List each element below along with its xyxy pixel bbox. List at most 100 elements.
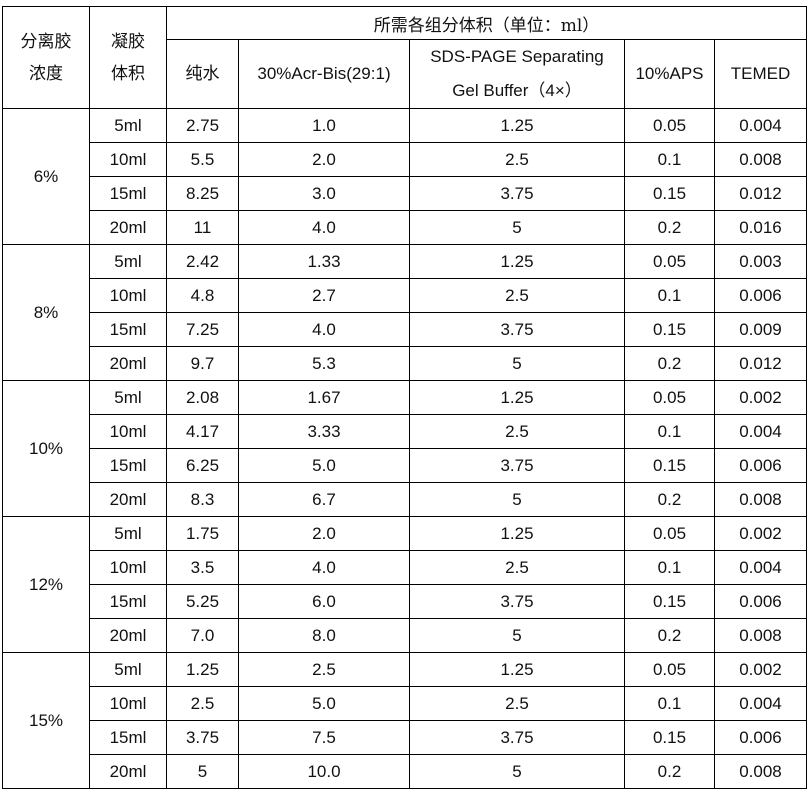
aps-cell: 0.1	[624, 278, 715, 313]
temed-cell: 0.008	[714, 142, 807, 177]
gel-volume-cell: 10ml	[89, 142, 167, 177]
header-acr-bis: 30%Acr-Bis(29:1)	[238, 39, 410, 109]
water-cell: 1.25	[166, 652, 239, 687]
acr-bis-cell: 2.7	[238, 278, 410, 313]
water-cell: 2.08	[166, 380, 239, 415]
concentration-cell: 12%	[2, 516, 90, 653]
concentration-cell: 10%	[2, 380, 90, 517]
water-cell: 8.3	[166, 482, 239, 517]
gel-volume-cell: 10ml	[89, 550, 167, 585]
acr-bis-cell: 5.0	[238, 686, 410, 721]
temed-cell: 0.008	[714, 754, 807, 789]
acr-bis-cell: 5.0	[238, 448, 410, 483]
temed-cell: 0.004	[714, 686, 807, 721]
acr-bis-cell: 7.5	[238, 720, 410, 755]
acr-bis-cell: 4.0	[238, 550, 410, 585]
table-row: 10ml 3.5 4.0 2.5 0.1 0.004	[3, 550, 807, 585]
aps-cell: 0.2	[624, 618, 715, 653]
gel-volume-cell: 5ml	[89, 108, 167, 143]
table-row: 20ml 9.7 5.3 5 0.2 0.012	[3, 346, 807, 381]
temed-cell: 0.002	[714, 380, 807, 415]
header-buffer: SDS-PAGE Separating Gel Buffer（4×）	[409, 39, 625, 109]
buffer-cell: 3.75	[409, 448, 625, 483]
table-row: 20ml 8.3 6.7 5 0.2 0.008	[3, 482, 807, 517]
table-row: 20ml 11 4.0 5 0.2 0.016	[3, 210, 807, 245]
gel-volume-cell: 5ml	[89, 244, 167, 279]
acr-bis-cell: 2.0	[238, 142, 410, 177]
gel-volume-cell: 10ml	[89, 278, 167, 313]
temed-cell: 0.004	[714, 550, 807, 585]
gel-volume-cell: 15ml	[89, 448, 167, 483]
buffer-cell: 2.5	[409, 686, 625, 721]
acr-bis-cell: 1.0	[238, 108, 410, 143]
acr-bis-cell: 3.33	[238, 414, 410, 449]
buffer-cell: 5	[409, 210, 625, 245]
temed-cell: 0.016	[714, 210, 807, 245]
table-row: 15ml 6.25 5.0 3.75 0.15 0.006	[3, 448, 807, 483]
table-row: 10ml 4.17 3.33 2.5 0.1 0.004	[3, 414, 807, 449]
aps-cell: 0.1	[624, 686, 715, 721]
buffer-cell: 3.75	[409, 176, 625, 211]
table-row: 8% 5ml 2.42 1.33 1.25 0.05 0.003	[2, 244, 807, 381]
temed-cell: 0.006	[714, 720, 807, 755]
buffer-cell: 1.25	[409, 244, 625, 279]
water-cell: 2.5	[166, 686, 239, 721]
water-cell: 2.75	[166, 108, 239, 143]
water-cell: 6.25	[166, 448, 239, 483]
buffer-cell: 2.5	[409, 550, 625, 585]
buffer-cell: 1.25	[409, 652, 625, 687]
table-row: 12% 5ml 1.75 2.0 1.25 0.05 0.002	[2, 516, 807, 653]
gel-volume-cell: 20ml	[89, 346, 167, 381]
gel-volume-cell: 5ml	[89, 652, 167, 687]
buffer-cell: 2.5	[409, 278, 625, 313]
gel-volume-cell: 10ml	[89, 686, 167, 721]
temed-cell: 0.006	[714, 584, 807, 619]
concentration-cell: 15%	[2, 652, 90, 789]
water-cell: 5.25	[166, 584, 239, 619]
header-aps: 10%APS	[624, 39, 715, 109]
table-row: 15ml 3.75 7.5 3.75 0.15 0.006	[3, 720, 807, 755]
aps-cell: 0.05	[624, 652, 715, 687]
water-cell: 4.8	[166, 278, 239, 313]
aps-cell: 0.05	[624, 108, 715, 143]
table-row: 10ml 2.5 5.0 2.5 0.1 0.004	[3, 686, 807, 721]
aps-cell: 0.05	[624, 244, 715, 279]
acr-bis-cell: 10.0	[238, 754, 410, 789]
buffer-cell: 2.5	[409, 414, 625, 449]
aps-cell: 0.2	[624, 210, 715, 245]
acr-bis-cell: 1.33	[238, 244, 410, 279]
gel-volume-cell: 20ml	[89, 210, 167, 245]
gel-volume-cell: 15ml	[89, 584, 167, 619]
temed-cell: 0.009	[714, 312, 807, 347]
buffer-cell: 5	[409, 618, 625, 653]
header-components-title: 所需各组分体积（单位：ml）	[166, 6, 807, 40]
temed-cell: 0.002	[714, 516, 807, 551]
gel-volume-cell: 5ml	[89, 516, 167, 551]
acr-bis-cell: 2.5	[238, 652, 410, 687]
aps-cell: 0.1	[624, 142, 715, 177]
temed-cell: 0.008	[714, 482, 807, 517]
temed-cell: 0.004	[714, 108, 807, 143]
buffer-cell: 5	[409, 754, 625, 789]
acr-bis-cell: 4.0	[238, 312, 410, 347]
aps-cell: 0.05	[624, 516, 715, 551]
aps-cell: 0.2	[624, 482, 715, 517]
temed-cell: 0.004	[714, 414, 807, 449]
aps-cell: 0.2	[624, 754, 715, 789]
buffer-cell: 3.75	[409, 720, 625, 755]
table-body: 6% 5ml 2.75 1.0 1.25 0.05 0.004 10ml 5.5 2.0 2.5 0.…	[2, 108, 807, 789]
temed-cell: 0.002	[714, 652, 807, 687]
aps-cell: 0.15	[624, 312, 715, 347]
buffer-cell: 1.25	[409, 108, 625, 143]
header-gel-volume: 凝胶 体积	[89, 6, 167, 109]
separating-gel-recipe-table: 分离胶 浓度 凝胶 体积 所需各组分体积（单位：ml） 纯水 30%Acr-Bi…	[2, 6, 807, 789]
temed-cell: 0.006	[714, 278, 807, 313]
water-cell: 5.5	[166, 142, 239, 177]
aps-cell: 0.05	[624, 380, 715, 415]
header-concentration: 分离胶 浓度	[2, 6, 90, 109]
table-row: 15ml 8.25 3.0 3.75 0.15 0.012	[3, 176, 807, 211]
table-row: 15ml 7.25 4.0 3.75 0.15 0.009	[3, 312, 807, 347]
acr-bis-cell: 2.0	[238, 516, 410, 551]
water-cell: 1.75	[166, 516, 239, 551]
table-row: 20ml 5 10.0 5 0.2 0.008	[3, 754, 807, 789]
